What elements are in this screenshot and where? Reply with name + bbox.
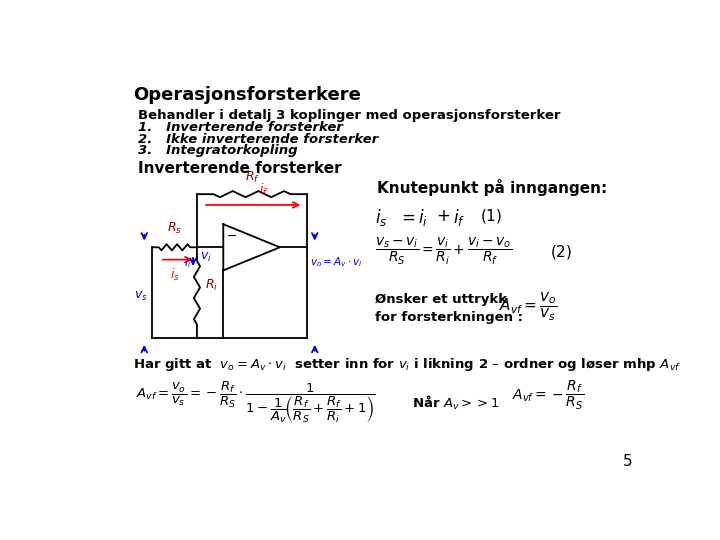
Text: $i_s$: $i_s$ — [375, 207, 387, 228]
Text: 2.   Ikke inverterende forsterker: 2. Ikke inverterende forsterker — [138, 132, 378, 146]
Text: $( 1 )$: $( 1 )$ — [480, 207, 502, 225]
Text: $R_s$: $R_s$ — [167, 221, 182, 236]
Text: Knutepunkt på inngangen:: Knutepunkt på inngangen: — [377, 179, 607, 196]
Text: $i_i$: $i_i$ — [184, 256, 191, 269]
Text: $v_o = A_v \cdot v_i$: $v_o = A_v \cdot v_i$ — [310, 255, 363, 269]
Text: $A_{vf} = -\dfrac{R_f}{R_S}$: $A_{vf} = -\dfrac{R_f}{R_S}$ — [513, 379, 585, 412]
Text: $\dfrac{v_s - v_i}{R_S} = \dfrac{v_i}{R_i} + \dfrac{v_i - v_o}{R_f}$: $\dfrac{v_s - v_i}{R_S} = \dfrac{v_i}{R_… — [375, 236, 513, 267]
Text: $R_i$: $R_i$ — [204, 278, 217, 293]
Text: $i_f$: $i_f$ — [258, 182, 269, 198]
Text: $(2)$: $(2)$ — [549, 244, 572, 261]
Text: Ønsker et uttrykk
for forsterkningen :: Ønsker et uttrykk for forsterkningen : — [375, 293, 523, 323]
Text: $A_{vf} = \dfrac{v_o}{v_s} = -\dfrac{R_f}{R_S} \cdot \dfrac{1}{1 - \dfrac{1}{A_v: $A_{vf} = \dfrac{v_o}{v_s} = -\dfrac{R_f… — [137, 379, 377, 424]
Text: $A_{vf} = \dfrac{v_o}{v_s}$: $A_{vf} = \dfrac{v_o}{v_s}$ — [499, 291, 558, 323]
Text: $R_f$: $R_f$ — [245, 170, 259, 185]
Text: $i_s$: $i_s$ — [169, 267, 179, 284]
Text: $+$: $+$ — [436, 207, 450, 225]
Text: $i_f$: $i_f$ — [453, 207, 465, 228]
Text: 5: 5 — [623, 454, 632, 469]
Text: $v_i$: $v_i$ — [200, 251, 212, 264]
Text: $=$: $=$ — [398, 207, 416, 225]
Text: Operasjonsforsterkere: Operasjonsforsterkere — [132, 86, 361, 104]
Text: Inverterende forsterker: Inverterende forsterker — [138, 161, 342, 176]
Text: $i_i$: $i_i$ — [418, 207, 428, 228]
Text: 3.   Integratorkopling: 3. Integratorkopling — [138, 144, 297, 157]
Text: −: − — [226, 230, 237, 243]
Text: Når $A_v >> 1$: Når $A_v >> 1$ — [412, 394, 500, 413]
Text: Behandler i detalj 3 koplinger med operasjonsforsterker: Behandler i detalj 3 koplinger med opera… — [138, 109, 561, 122]
Text: $v_s$: $v_s$ — [135, 290, 148, 303]
Text: 1.   Inverterende forsterker: 1. Inverterende forsterker — [138, 121, 343, 134]
Text: Har gitt at  $v_o = A_v \cdot v_i$  setter inn for $v_i$ i likning 2 – ordner og: Har gitt at $v_o = A_v \cdot v_i$ setter… — [132, 356, 680, 373]
